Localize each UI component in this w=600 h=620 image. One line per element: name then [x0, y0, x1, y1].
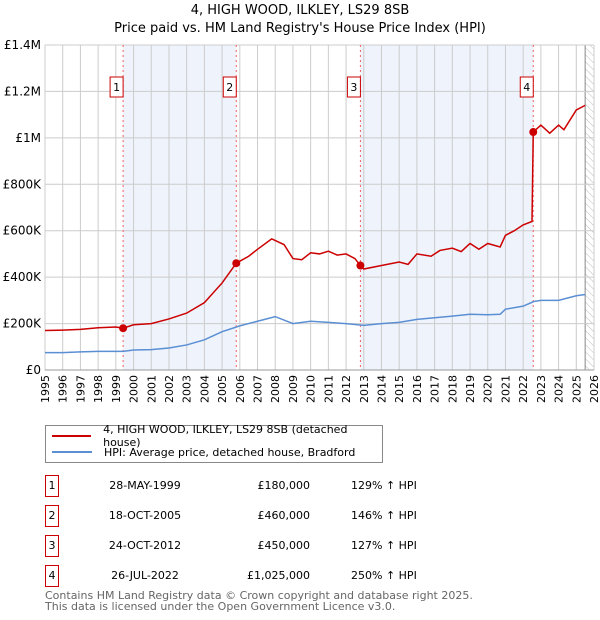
x-tick-label: 2019 — [464, 375, 477, 403]
sale-price: £1,025,000 — [247, 569, 310, 582]
sale-label-box — [346, 76, 361, 98]
hpi-line — [45, 293, 586, 354]
y-tick-label: £1.2M — [4, 84, 41, 98]
sale-marker-box: 1 — [45, 475, 59, 497]
sale-price: £180,000 — [257, 479, 311, 492]
x-tick-label: 1998 — [92, 375, 105, 403]
legend: 4, HIGH WOOD, ILKLEY, LS29 8SB (detached… — [45, 423, 383, 463]
footer: Contains HM Land Registry data © Crown c… — [45, 590, 473, 612]
chart-subtitle: Price paid vs. HM Land Registry's House … — [114, 21, 486, 36]
sale-label-box — [222, 76, 237, 98]
x-tick-label: 2002 — [163, 375, 176, 403]
x-tick-label: 2011 — [322, 375, 335, 403]
x-tick-label: 2012 — [340, 375, 353, 403]
legend-label-property: 4, HIGH WOOD, ILKLEY, LS29 8SB (detached… — [103, 423, 348, 449]
y-tick-label: £400K — [3, 270, 43, 284]
sale-point — [356, 261, 365, 270]
sale-hpi-change: 250% ↑ HPI — [351, 569, 417, 582]
sale-date: 18-OCT-2005 — [108, 509, 182, 522]
sale-hpi-change: 146% ↑ HPI — [351, 509, 417, 522]
x-tick-label: 2013 — [358, 375, 371, 403]
x-tick-label: 2004 — [198, 375, 211, 403]
legend-label-hpi: HPI: Average price, detached house, Brad… — [104, 445, 356, 459]
x-tick-label: 1996 — [57, 375, 70, 403]
sale-hpi-change: 127% ↑ HPI — [351, 539, 417, 552]
sale-label: 4 — [523, 81, 530, 94]
legend-swatch-hpi — [52, 451, 92, 453]
x-tick-label: 1997 — [74, 375, 87, 403]
x-tick-label: 2000 — [128, 375, 141, 403]
y-tick-label: £1.4M — [4, 38, 41, 52]
x-tick-label: 2022 — [517, 375, 530, 403]
sale-point — [529, 128, 538, 137]
sale-date: 24-OCT-2012 — [108, 539, 182, 552]
sale-price: £450,000 — [257, 539, 311, 552]
x-tick-label: 2010 — [305, 375, 318, 403]
legend-item-hpi: HPI: Average price, detached house, Brad… — [52, 444, 355, 460]
legend-item-property: 4, HIGH WOOD, ILKLEY, LS29 8SB (detached… — [52, 423, 382, 449]
x-tick-label: 2021 — [499, 375, 512, 403]
future-hatch — [585, 45, 594, 370]
sale-marker-box: 4 — [45, 565, 59, 587]
x-tick-label: 2020 — [482, 375, 495, 403]
sale-label-box — [519, 76, 534, 98]
x-tick-label: 2008 — [269, 375, 282, 403]
footer-copyright: Contains HM Land Registry data © Crown c… — [45, 589, 473, 602]
sale-marker-box: 2 — [45, 505, 59, 527]
x-tick-label: 2009 — [287, 375, 300, 403]
property-price-line — [44, 104, 586, 332]
x-tick-label: 2018 — [446, 375, 459, 403]
sales-row: 1 28-MAY-1999 £180,000 129% ↑ HPI — [45, 475, 465, 497]
shaded-region — [360, 45, 534, 370]
chart-title: 4, HIGH WOOD, ILKLEY, LS29 8SB — [190, 3, 410, 18]
x-tick-label: 2006 — [234, 375, 247, 403]
x-tick-label: 2005 — [216, 375, 229, 403]
sale-label: 1 — [113, 81, 120, 94]
legend-swatch-property — [52, 435, 92, 437]
y-tick-label: £200K — [3, 317, 43, 331]
sales-row: 4 26-JUL-2022 £1,025,000 250% ↑ HPI — [45, 565, 465, 587]
x-tick-label: 2014 — [375, 375, 388, 403]
x-tick-label: 2023 — [535, 375, 548, 403]
y-tick-label: £1M — [15, 131, 41, 145]
x-tick-label: 2003 — [181, 375, 194, 403]
footer-licence: This data is licensed under the Open Gov… — [45, 600, 396, 613]
x-tick-label: 2007 — [252, 375, 265, 403]
x-tick-label: 2001 — [145, 375, 158, 403]
y-tick-label: £800K — [3, 177, 43, 191]
price-chart: 1995 1996 1997 1998 1999 2000 2001 2002 2003 2004… — [3, 38, 600, 403]
x-tick-label: 2025 — [570, 375, 583, 403]
x-tick-label: 2026 — [588, 375, 600, 403]
sales-row: 3 24-OCT-2012 £450,000 127% ↑ HPI — [45, 535, 465, 557]
x-tick-label: 2024 — [553, 375, 566, 403]
sale-date: 26-JUL-2022 — [111, 569, 179, 582]
y-tick-label: £600K — [3, 224, 43, 238]
sale-point — [232, 259, 241, 268]
x-tick-label: 1999 — [110, 375, 123, 403]
sale-point — [119, 324, 128, 333]
sale-label-box — [109, 76, 124, 98]
sale-price: £460,000 — [257, 509, 311, 522]
sale-hpi-change: 129% ↑ HPI — [351, 479, 417, 492]
sale-label: 2 — [226, 81, 233, 94]
sale-label: 3 — [350, 81, 357, 94]
sale-date: 28-MAY-1999 — [109, 479, 181, 492]
shaded-region — [123, 45, 237, 370]
sales-row: 2 18-OCT-2005 £460,000 146% ↑ HPI — [45, 505, 465, 527]
sale-marker-box: 3 — [45, 535, 59, 557]
x-tick-label: 2017 — [429, 375, 442, 403]
x-tick-label: 2016 — [411, 375, 424, 403]
y-tick-label: £0 — [26, 363, 41, 377]
x-tick-label: 2015 — [393, 375, 406, 403]
x-tick-label: 1995 — [39, 375, 52, 403]
